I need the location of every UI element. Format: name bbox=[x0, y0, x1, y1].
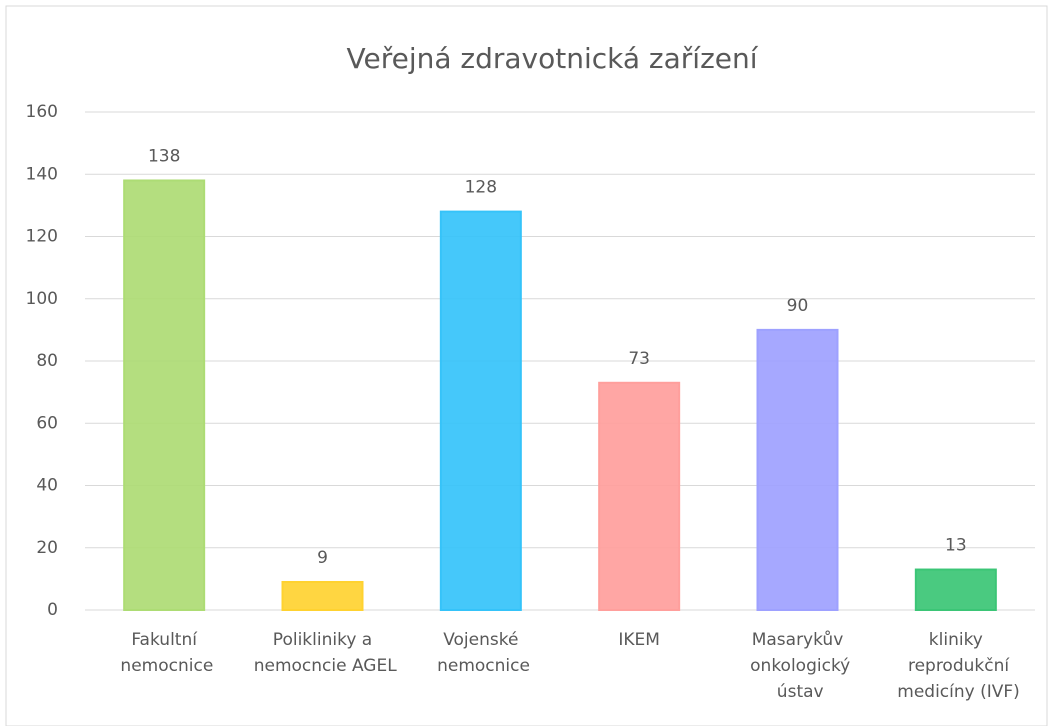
data-label: 13 bbox=[945, 536, 967, 556]
x-tick-label: kliniky reprodukční medicíny (IVF) bbox=[892, 630, 1020, 702]
y-tick-label: 0 bbox=[47, 600, 58, 620]
x-tick-label: IKEM bbox=[618, 630, 660, 650]
y-tick-label: 100 bbox=[26, 289, 58, 309]
chart-title: Veřejná zdravotnická zařízení bbox=[346, 42, 758, 75]
bar bbox=[598, 381, 681, 611]
y-tick-label: 40 bbox=[36, 476, 58, 496]
y-tick-label: 120 bbox=[26, 227, 58, 247]
data-label: 128 bbox=[465, 178, 497, 198]
bar bbox=[123, 179, 206, 611]
y-tick-label: 140 bbox=[26, 164, 58, 184]
data-label: 73 bbox=[628, 349, 650, 369]
bar bbox=[914, 568, 997, 611]
bar bbox=[756, 328, 839, 611]
y-tick-label: 60 bbox=[36, 413, 58, 433]
x-tick-label: Vojenské nemocnice bbox=[432, 630, 530, 676]
data-label: 9 bbox=[317, 548, 328, 568]
bar bbox=[439, 210, 522, 611]
y-tick-label: 80 bbox=[36, 351, 58, 371]
x-tick-label: Fakultní nemocnice bbox=[115, 630, 213, 676]
y-tick-label: 160 bbox=[26, 102, 58, 122]
data-label: 90 bbox=[787, 296, 809, 316]
data-label: 138 bbox=[148, 146, 180, 166]
x-tick-label: Polikliniky a nemocncie AGEL bbox=[248, 630, 397, 676]
x-tick-label: Masarykův onkologický ústav bbox=[745, 630, 851, 702]
y-tick-label: 20 bbox=[36, 538, 58, 558]
bar bbox=[281, 580, 364, 611]
